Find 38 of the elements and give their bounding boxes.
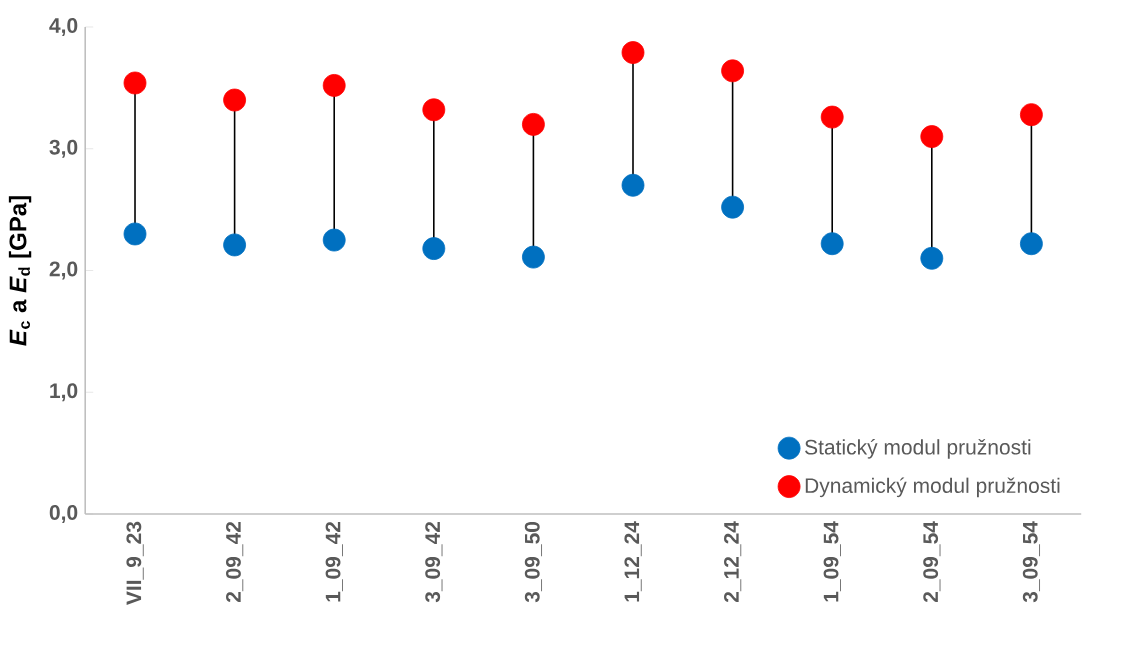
x-tick-label: 1_12_24: [624, 521, 642, 602]
point: [223, 88, 247, 112]
legend-label: Statický modul pružnosti: [805, 438, 1031, 459]
point: [920, 125, 944, 148]
y-tick-label: 1,0: [50, 383, 78, 402]
point: [721, 59, 745, 83]
point: [522, 112, 545, 136]
point: [322, 74, 346, 97]
y-tick-label: 3,0: [49, 139, 78, 158]
point: [223, 233, 247, 257]
point: [123, 222, 147, 246]
point: [422, 237, 446, 260]
point: [721, 195, 745, 219]
point: [621, 173, 645, 197]
x-tick-label: 2_09_42: [226, 521, 244, 603]
x-tick-label: 2_09_54: [923, 521, 941, 603]
x-tick-label: 1_09_54: [823, 521, 841, 602]
point: [1020, 232, 1043, 256]
point: [422, 98, 446, 122]
x-tick-label: VII_9_23: [126, 521, 144, 605]
x-tick-label: 3_09_50: [524, 521, 543, 603]
point: [820, 232, 844, 256]
point: [522, 245, 545, 269]
point: [322, 228, 346, 252]
y-axis-title: E$_{c}$ a E$_{d}$ [GPa]: [8, 196, 32, 346]
point: [820, 105, 844, 129]
x-tick-label: 2_12_24: [724, 521, 742, 603]
legend-label: Dynamický modul pružnosti: [805, 477, 1060, 498]
y-tick-label: 0,0: [49, 505, 78, 523]
y-tick-label: 4,0: [49, 18, 78, 36]
point: [920, 246, 944, 270]
x-tick-label: 3_09_42: [425, 521, 443, 603]
y-tick-label: 2,0: [49, 261, 78, 280]
point: [123, 71, 147, 95]
x-tick-label: 3_09_54: [1022, 521, 1041, 603]
x-tick-label: 1_09_42: [325, 521, 343, 602]
point: [621, 41, 645, 64]
point: [1020, 103, 1043, 127]
